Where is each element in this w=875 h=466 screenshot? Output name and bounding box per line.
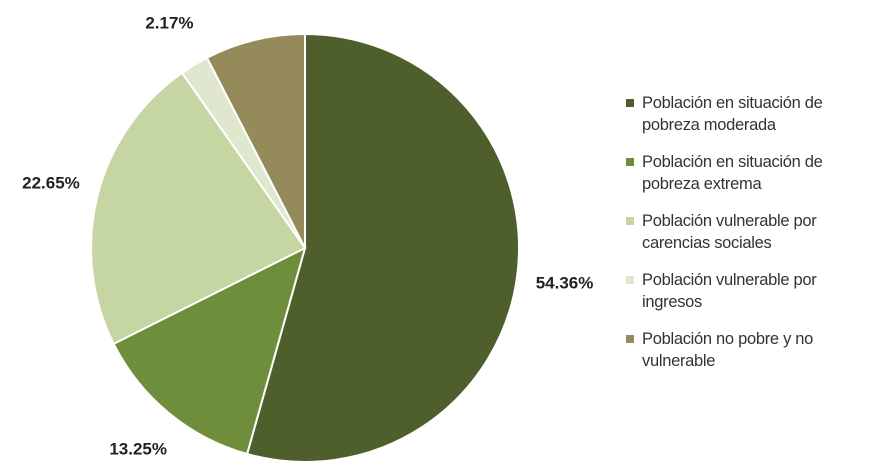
data-label: 13.25% [109, 440, 167, 459]
legend: Población en situación de pobreza modera… [626, 92, 871, 387]
legend-label: Población vulnerable por ingresos [642, 271, 817, 311]
legend-item: Población en situación de pobreza modera… [626, 92, 871, 136]
data-label: 54.36% [536, 273, 594, 292]
legend-swatch [626, 99, 634, 107]
legend-label: Población vulnerable por carencias socia… [642, 212, 817, 252]
legend-swatch [626, 276, 634, 284]
data-label: 22.65% [22, 173, 80, 192]
legend-label: Población en situación de pobreza extrem… [642, 153, 823, 193]
legend-item: Población no pobre y no vulnerable [626, 328, 871, 372]
legend-item: Población en situación de pobreza extrem… [626, 151, 871, 195]
pie-slice [205, 32, 306, 249]
legend-swatch [626, 335, 634, 343]
legend-label: Población no pobre y no vulnerable [642, 330, 814, 370]
legend-swatch [626, 217, 634, 225]
legend-item: Población vulnerable por carencias socia… [626, 210, 871, 254]
pie-slice [112, 246, 307, 456]
pie-slice [90, 71, 307, 346]
data-label: 7.57% [219, 0, 267, 2]
data-label: 2.17% [145, 13, 193, 32]
legend-label: Población en situación de pobreza modera… [642, 94, 823, 134]
legend-item: Población vulnerable por ingresos [626, 269, 871, 313]
pie-slice [245, 32, 520, 463]
legend-swatch [626, 158, 634, 166]
